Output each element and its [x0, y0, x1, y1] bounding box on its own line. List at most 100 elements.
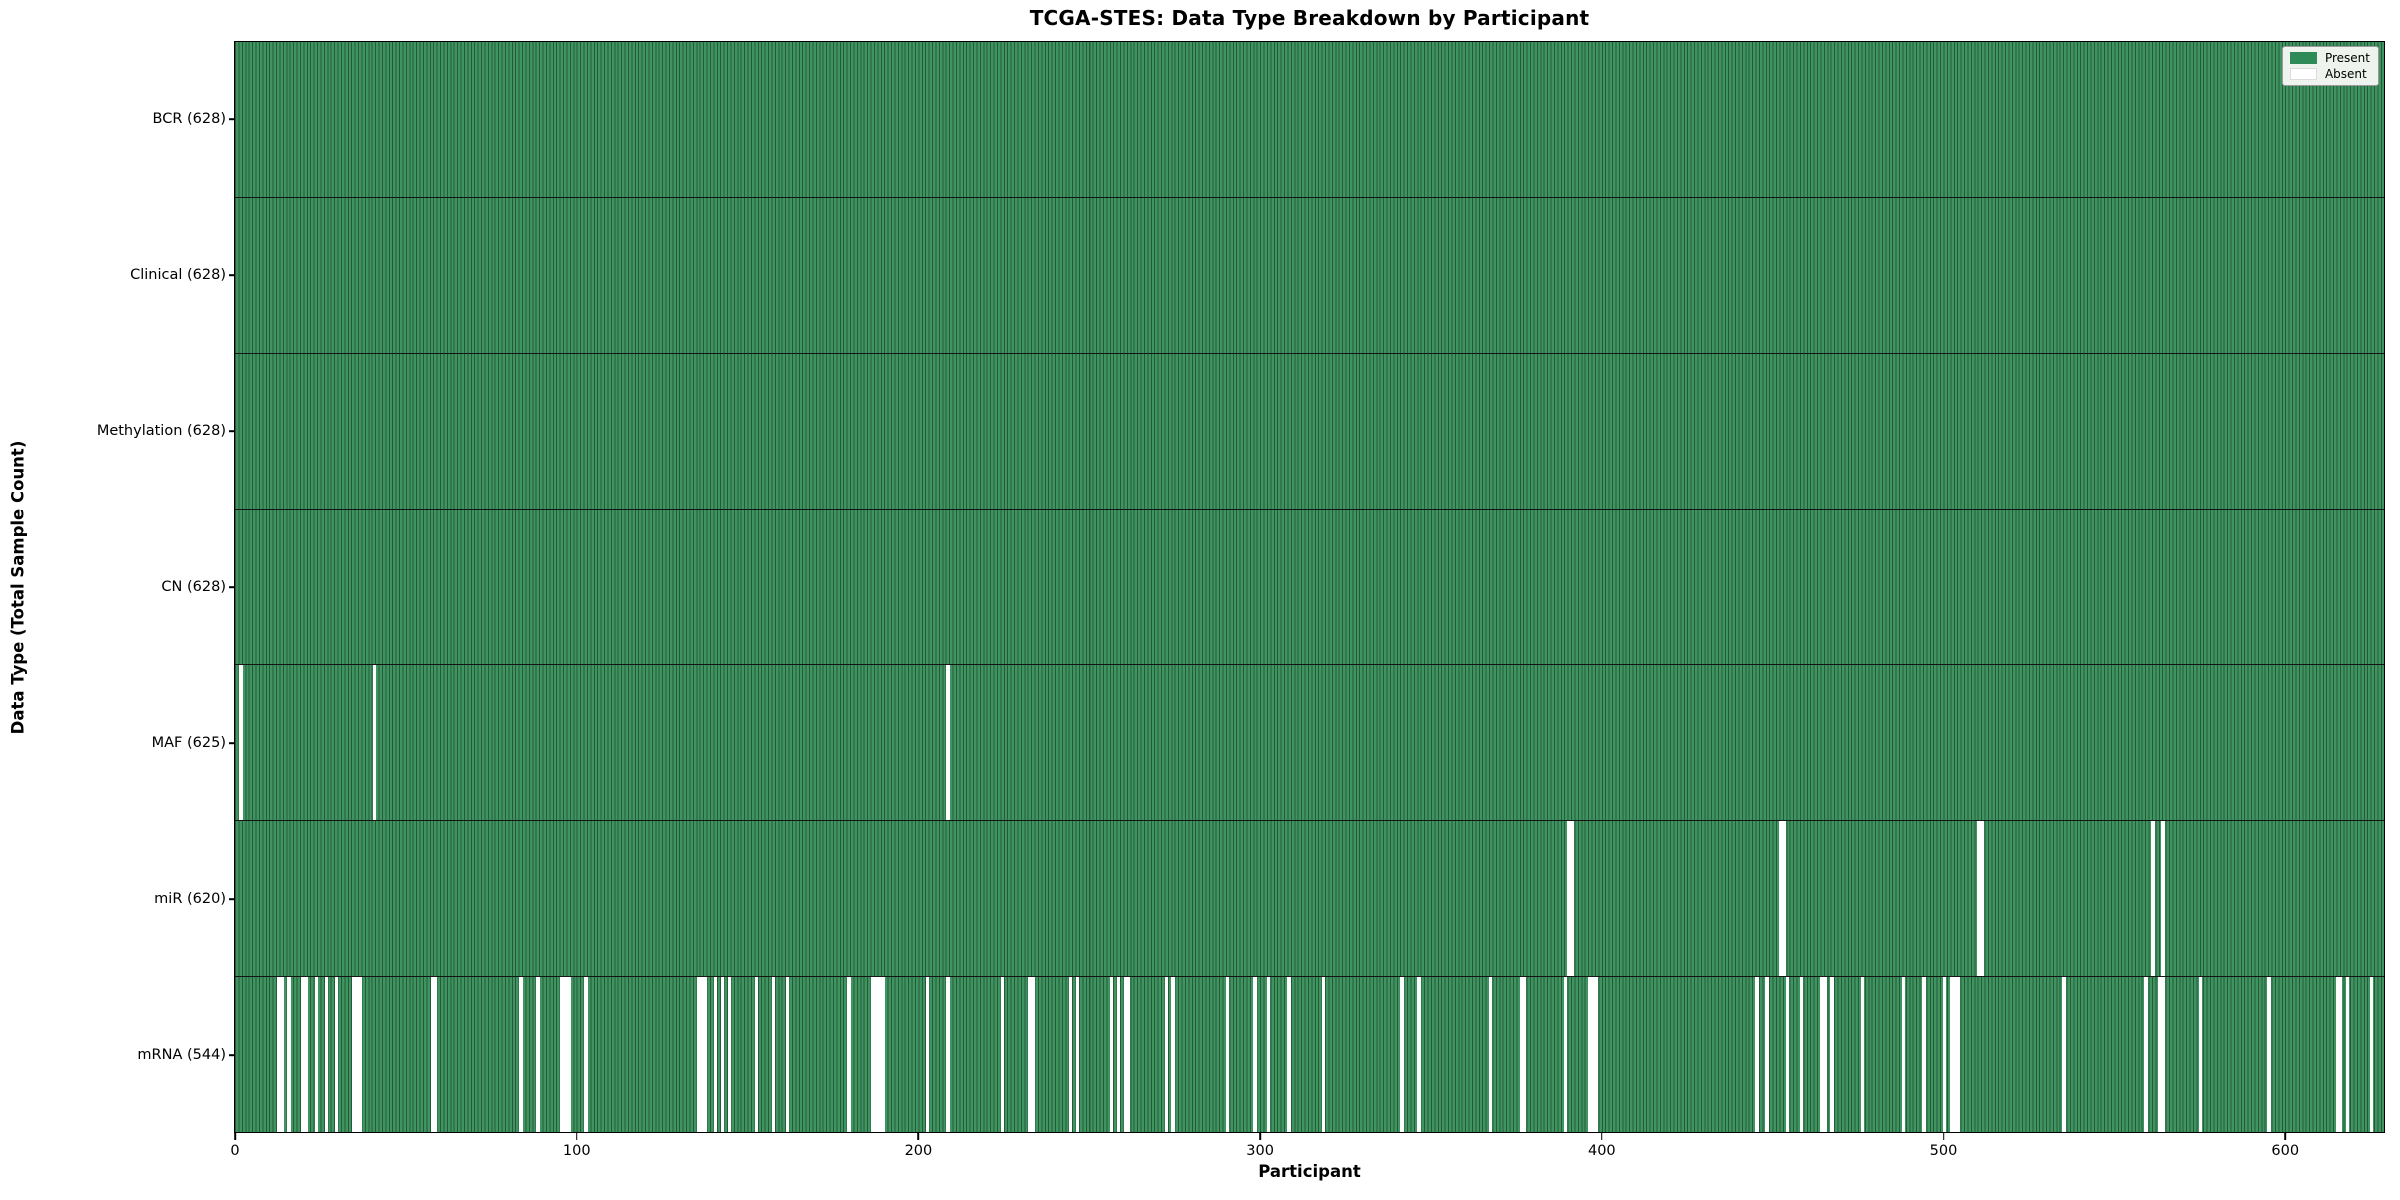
absent-gap	[2144, 977, 2148, 1133]
x-tick-mark	[1259, 1133, 1261, 1140]
x-tick-mark	[1601, 1133, 1603, 1140]
x-axis-ticks: 0 100 200 300 400 500 600	[230, 1133, 2385, 1193]
y-tick-mark	[229, 586, 234, 588]
absent-gap	[276, 977, 284, 1133]
absent-gap	[727, 977, 732, 1133]
absent-gap	[1564, 977, 1568, 1133]
row-miR	[235, 820, 2384, 977]
absent-gap	[1820, 977, 1827, 1133]
legend-label: Present	[2324, 51, 2370, 65]
absent-gap	[560, 977, 571, 1133]
y-tick-label-Clinical: Clinical (628)	[130, 267, 226, 283]
row-BCR	[235, 42, 2384, 197]
x-tick-label: 600	[2271, 1143, 2300, 1159]
absent-gap	[239, 665, 243, 821]
absent-gap	[1164, 977, 1168, 1133]
absent-gap	[2161, 821, 2165, 977]
absent-gap	[1109, 977, 1114, 1133]
legend-swatch-present	[2289, 52, 2317, 64]
absent-gap	[785, 977, 790, 1133]
absent-gap	[1123, 977, 1131, 1133]
x-tick-mark	[234, 1133, 236, 1140]
absent-gap	[1901, 977, 1906, 1133]
absent-gap	[1765, 977, 1769, 1133]
absent-gap	[1488, 977, 1493, 1133]
absent-gap	[300, 977, 308, 1133]
plot-area: Present Absent	[234, 41, 2385, 1133]
absent-gap	[1830, 977, 1834, 1133]
absent-gap	[1075, 977, 1080, 1133]
absent-gap	[324, 977, 329, 1133]
y-tick-mark	[229, 898, 234, 900]
absent-gap	[2369, 977, 2374, 1133]
absent-gap	[1287, 977, 1291, 1133]
y-axis-labels: BCR (628) Clinical (628) Methylation (628)…	[0, 41, 234, 1133]
absent-gap	[1861, 977, 1865, 1133]
row-MAF	[235, 664, 2384, 821]
absent-gap	[1587, 977, 1599, 1133]
absent-gap	[713, 977, 718, 1133]
y-tick-mark	[229, 274, 234, 276]
absent-gap	[2062, 977, 2066, 1133]
absent-gap	[1417, 977, 1421, 1133]
row-mRNA	[235, 976, 2384, 1133]
absent-gap	[1400, 977, 1404, 1133]
absent-gap	[946, 977, 950, 1133]
x-tick-mark	[575, 1133, 578, 1140]
y-tick-mark	[229, 742, 234, 744]
absent-gap	[1028, 977, 1035, 1133]
absent-gap	[1799, 977, 1803, 1133]
x-tick-label: 0	[230, 1143, 240, 1159]
absent-gap	[372, 665, 376, 821]
absent-gap	[1922, 977, 1926, 1133]
absent-gap	[771, 977, 776, 1133]
legend-swatch-absent	[2289, 68, 2317, 80]
absent-gap	[1977, 821, 1984, 977]
absent-gap	[870, 977, 885, 1133]
y-tick-label-mRNA: mRNA (544)	[137, 1047, 226, 1063]
absent-gap	[1519, 977, 1527, 1133]
y-tick-label-Methylation: Methylation (628)	[96, 423, 226, 439]
absent-gap	[536, 977, 540, 1133]
absent-gap	[1567, 821, 1575, 977]
row-Methylation	[235, 352, 2384, 509]
absent-gap	[1266, 977, 1271, 1133]
chart-title: TCGA-STES: Data Type Breakdown by Partic…	[1029, 6, 1590, 30]
y-tick-label-MAF: MAF (625)	[151, 735, 226, 751]
absent-gap	[1171, 977, 1175, 1133]
x-tick-mark	[2284, 1133, 2287, 1140]
y-axis-title: Data Type (Total Sample Count)	[8, 440, 28, 735]
absent-gap	[2267, 977, 2271, 1133]
absent-gap	[2335, 977, 2343, 1133]
absent-gap	[430, 977, 438, 1133]
x-axis-title: Participant	[1258, 1162, 1361, 1181]
x-tick-label: 100	[562, 1143, 591, 1159]
absent-gap	[584, 977, 588, 1133]
absent-gap	[1779, 821, 1786, 977]
absent-gap	[2151, 821, 2155, 977]
y-tick-label-CN: CN (628)	[161, 579, 226, 595]
legend-entry-absent: Absent	[2289, 68, 2370, 80]
absent-gap	[1253, 977, 1257, 1133]
y-tick-label-miR: miR (620)	[154, 891, 226, 907]
absent-gap	[1116, 977, 1121, 1133]
absent-gap	[1949, 977, 1960, 1133]
y-tick-label-BCR: BCR (628)	[152, 111, 227, 127]
absent-gap	[352, 977, 363, 1133]
row-CN	[235, 508, 2384, 665]
absent-gap	[1321, 977, 1326, 1133]
absent-gap	[2345, 977, 2350, 1133]
absent-gap	[720, 977, 725, 1133]
absent-gap	[1000, 977, 1005, 1133]
absent-gap	[2198, 977, 2203, 1133]
x-tick-mark	[917, 1133, 920, 1140]
absent-gap	[1942, 977, 1947, 1133]
x-tick-mark	[1942, 1133, 1945, 1140]
y-tick-mark	[229, 1054, 234, 1056]
y-tick-mark	[229, 430, 234, 432]
absent-gap	[1755, 977, 1759, 1133]
legend: Present Absent	[2281, 46, 2379, 86]
absent-gap	[946, 665, 950, 821]
absent-gap	[519, 977, 523, 1133]
absent-gap	[287, 977, 291, 1133]
